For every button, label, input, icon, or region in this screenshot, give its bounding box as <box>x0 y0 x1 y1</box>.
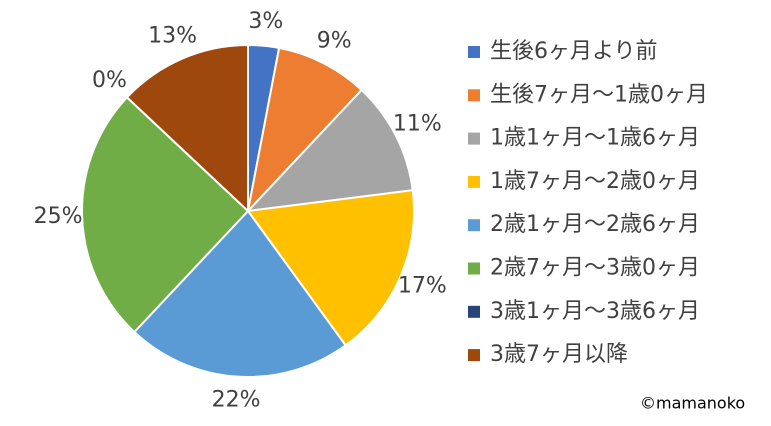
legend-swatch <box>468 175 480 188</box>
pie-slice <box>245 88 414 213</box>
data-label: 25% <box>34 204 83 229</box>
legend-swatch <box>468 89 480 102</box>
legend-swatch <box>468 132 480 145</box>
legend-swatch <box>468 262 480 275</box>
data-label: 11% <box>393 112 442 137</box>
data-label: 9% <box>317 29 352 54</box>
source: ©mamanoko <box>640 394 745 413</box>
data-label: 0% <box>92 68 127 93</box>
pie-slice <box>246 189 415 347</box>
data-label: 17% <box>398 273 447 298</box>
pie-slice <box>125 43 249 214</box>
legend-label: 2歳7ヶ月〜3歳0ヶ月 <box>490 256 700 281</box>
legend-label: 1歳7ヶ月〜2歳0ヶ月 <box>490 169 700 194</box>
data-label: 22% <box>212 388 261 413</box>
legend-label: 1歳1ヶ月〜1歳6ヶ月 <box>490 126 700 151</box>
legend-label: 3歳1ヶ月〜3歳6ヶ月 <box>490 299 700 324</box>
legend-label: 生後6ヶ月より前 <box>490 39 658 64</box>
pie-slice <box>81 95 250 334</box>
legend-swatch <box>468 46 480 58</box>
legend-label: 2歳1ヶ月〜2歳6ヶ月 <box>490 212 700 237</box>
legend-swatch <box>468 219 480 232</box>
pie-slice <box>132 209 347 378</box>
pie-slice <box>246 46 364 215</box>
legend-label: 3歳7ヶ月以降 <box>490 342 628 367</box>
data-label: 13% <box>148 24 197 49</box>
data-label: 3% <box>248 9 283 34</box>
legend-swatch <box>468 305 480 318</box>
legend-label: 生後7ヶ月〜1歳0ヶ月 <box>490 82 708 107</box>
legend-swatch <box>468 349 480 362</box>
